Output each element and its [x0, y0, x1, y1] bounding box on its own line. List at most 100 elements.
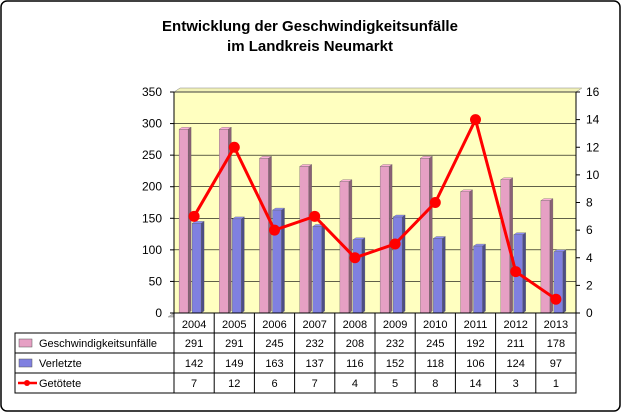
table-cell-value: 208	[346, 338, 364, 350]
table-cell-value: 14	[469, 378, 481, 390]
y2-axis-tick-label: 16	[586, 85, 600, 99]
y-axis-tick-label: 0	[155, 306, 162, 320]
x-axis-category-label: 2007	[302, 319, 326, 331]
chart-title: Entwicklung der Geschwindigkeitsunfälle	[162, 18, 458, 35]
table-cell-value: 163	[265, 358, 283, 370]
table-cell-value: 232	[386, 338, 404, 350]
bar	[259, 158, 269, 314]
bar	[420, 158, 430, 314]
bar-side	[308, 164, 312, 314]
y-axis-tick-label: 100	[142, 243, 162, 257]
legend-marker	[24, 380, 30, 386]
line-point	[228, 141, 240, 153]
bar-side	[388, 164, 393, 314]
table-cell-value: 6	[271, 378, 277, 390]
y-axis-tick-label: 250	[142, 148, 162, 162]
bar-side	[482, 243, 486, 314]
y2-axis-tick-label: 8	[586, 196, 593, 210]
legend-swatch	[18, 338, 33, 348]
y-axis-tick-label: 50	[149, 274, 163, 288]
x-axis-category-label: 2009	[383, 319, 407, 331]
bar-side	[268, 156, 272, 314]
x-axis-category-label: 2012	[503, 319, 527, 331]
line-point	[269, 224, 280, 236]
bar	[460, 191, 470, 314]
legend-label: Getötete	[39, 378, 81, 390]
table-cell-value: 1	[553, 378, 559, 390]
bar-side	[442, 236, 446, 314]
x-axis-category-label: 2011	[464, 319, 488, 331]
bar-side	[348, 179, 353, 314]
y-axis-tick-label: 300	[142, 117, 162, 131]
table-cell-value: 245	[265, 338, 283, 350]
legend-label: Verletzte	[39, 358, 82, 370]
bar	[178, 129, 189, 314]
bar-side	[361, 237, 366, 314]
bar	[191, 223, 202, 314]
bar-side	[562, 249, 567, 314]
line-point	[510, 266, 522, 278]
bar	[299, 166, 309, 314]
bar	[352, 239, 363, 314]
table-cell-value: 232	[306, 338, 324, 350]
plot-area: 0 50 100 150 200 250 300 350 0 2 4 6 8 10 12 14 16	[142, 85, 600, 320]
table-cell-value: 12	[228, 378, 240, 390]
y2-axis-tick-label: 12	[586, 140, 600, 154]
table-cell-value: 211	[507, 338, 525, 350]
y2-axis-tick-label: 4	[586, 251, 593, 265]
bar	[392, 216, 403, 314]
line-point	[349, 252, 361, 264]
line-point	[550, 293, 562, 305]
bar-side	[281, 207, 285, 314]
x-axis-category-label: 2013	[544, 319, 568, 331]
x-axis-category-label: 2005	[222, 319, 246, 331]
bar-side	[200, 221, 205, 314]
table-cell-value: 5	[392, 378, 398, 390]
table-cell-value: 142	[185, 358, 203, 370]
table-cell-value: 124	[507, 358, 525, 370]
table-cell-value: 149	[225, 358, 243, 370]
bar	[433, 238, 443, 314]
line-point	[309, 210, 321, 222]
bar	[379, 166, 390, 314]
bar	[219, 129, 229, 314]
x-axis-category-label: 2008	[343, 319, 367, 331]
table-cell-value: 291	[225, 338, 243, 350]
bar	[473, 245, 483, 314]
y-axis-tick-label: 200	[142, 180, 162, 194]
bar	[540, 200, 551, 314]
line-point	[470, 114, 481, 126]
table-cell-value: 245	[426, 338, 444, 350]
table-cell-value: 178	[547, 338, 565, 350]
table-cell-value: 291	[185, 338, 203, 350]
table-cell-value: 7	[312, 378, 318, 390]
y2-axis-tick-label: 0	[586, 306, 593, 320]
bar-side	[401, 214, 406, 314]
y2-axis-tick-label: 2	[586, 278, 593, 292]
plot-top-wall	[173, 87, 583, 93]
table-cell-value: 97	[550, 358, 562, 370]
y2-axis-tick-label: 14	[586, 113, 600, 127]
chart-subtitle: im Landkreis Neumarkt	[227, 38, 393, 55]
table-cell-value: 4	[352, 378, 358, 390]
y-axis-tick-label: 350	[142, 85, 162, 99]
table-cell-value: 8	[432, 378, 438, 390]
bar-side	[241, 216, 245, 314]
bar	[312, 226, 322, 314]
line-point	[389, 238, 401, 250]
bar-side	[469, 189, 473, 314]
table-cell-value: 192	[466, 338, 484, 350]
table-cell-value: 3	[513, 378, 519, 390]
table-legend-column	[14, 332, 175, 394]
table-cell-value: 137	[306, 358, 324, 370]
y2-axis-tick-label: 6	[586, 223, 593, 237]
table-cell-value: 106	[466, 358, 484, 370]
legend-label: Geschwindigkeitsunfälle	[39, 338, 157, 350]
bar-side	[429, 156, 433, 314]
line-point	[429, 197, 441, 208]
x-axis-category-label: 2010	[423, 319, 447, 331]
bar	[232, 218, 242, 314]
x-axis-category-label: 2006	[262, 319, 286, 331]
